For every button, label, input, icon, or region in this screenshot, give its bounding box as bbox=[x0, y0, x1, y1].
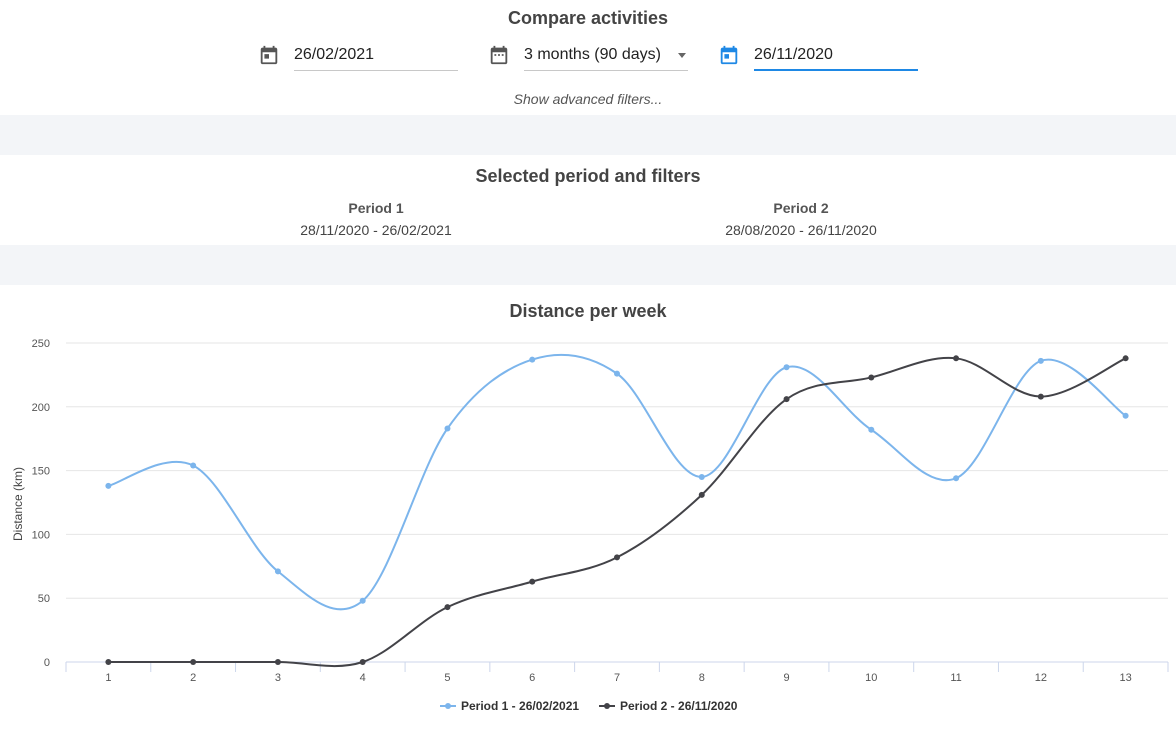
series-1-point bbox=[105, 482, 112, 489]
divider-band bbox=[0, 245, 1176, 285]
legend-item-1: Period 1 - 26/02/2021 bbox=[461, 699, 579, 713]
x-tick-label: 1 bbox=[105, 672, 111, 684]
divider-band bbox=[0, 115, 1176, 155]
series-1-point bbox=[953, 475, 960, 482]
x-tick-label: 6 bbox=[529, 672, 535, 684]
selected-section bbox=[0, 155, 1176, 245]
series-1-point bbox=[1037, 357, 1044, 364]
series-1-point bbox=[529, 356, 536, 363]
series-1-point bbox=[614, 370, 620, 377]
end-date-field[interactable]: 26/02/2021 bbox=[258, 40, 458, 72]
series-2-point bbox=[359, 659, 366, 665]
x-tick-label: 11 bbox=[950, 672, 961, 684]
period-2-dates: 28/08/2020 - 26/11/2020 bbox=[725, 222, 877, 238]
series-2-point bbox=[529, 578, 536, 585]
series-1-point bbox=[868, 426, 875, 433]
header: Compare activities 26/02/2021 3 months (… bbox=[0, 0, 1176, 115]
series-2-point bbox=[614, 554, 620, 561]
y-tick-label: 250 bbox=[32, 338, 50, 350]
series-2-point bbox=[190, 659, 197, 665]
series-1-point bbox=[274, 568, 281, 575]
x-tick-label: 3 bbox=[275, 672, 281, 684]
series-1-point bbox=[359, 597, 366, 604]
period-1-label: Period 1 bbox=[348, 200, 404, 216]
y-axis-label: Distance (km) bbox=[11, 467, 25, 541]
series-1-point bbox=[783, 364, 790, 371]
legend-marker bbox=[445, 703, 451, 709]
x-tick-label: 4 bbox=[360, 672, 366, 684]
series-2-point bbox=[1122, 355, 1129, 362]
x-tick-label: 8 bbox=[699, 672, 705, 684]
x-tick-label: 9 bbox=[783, 672, 789, 684]
calendar-icon[interactable] bbox=[258, 44, 280, 66]
series-2-point bbox=[868, 374, 875, 381]
period-2: Period 2 28/08/2020 - 26/11/2020 bbox=[651, 200, 951, 238]
y-tick-label: 200 bbox=[32, 402, 50, 414]
page-title: Compare activities bbox=[507, 8, 669, 28]
series-1-point bbox=[190, 462, 197, 469]
distance-chart: Distance per week Distance (km) 05010015… bbox=[11, 301, 1169, 713]
y-tick-label: 150 bbox=[32, 466, 50, 478]
range-select-value[interactable]: 3 months (90 days) bbox=[524, 40, 688, 71]
end-date-input[interactable]: 26/02/2021 bbox=[294, 40, 458, 71]
period-1: Period 1 28/11/2020 - 26/02/2021 bbox=[226, 200, 526, 238]
x-tick-label: 7 bbox=[614, 672, 620, 684]
series-1-point bbox=[444, 425, 451, 432]
chart-title: Distance per week bbox=[509, 301, 667, 321]
series-1-line bbox=[108, 353, 1127, 611]
x-tick-label: 2 bbox=[190, 672, 196, 684]
y-tick-label: 100 bbox=[32, 529, 50, 541]
series-2-point bbox=[698, 491, 705, 498]
advanced-filters-link[interactable]: Show advanced filters... bbox=[513, 91, 663, 107]
legend-marker bbox=[604, 703, 610, 709]
compare-date-field[interactable]: 26/11/2020 bbox=[718, 40, 918, 72]
y-tick-label: 0 bbox=[44, 657, 50, 669]
calendar-icon[interactable] bbox=[718, 44, 740, 66]
series-2-point bbox=[783, 396, 790, 403]
range-select-label: 3 months (90 days) bbox=[524, 46, 661, 63]
y-tick-label: 50 bbox=[38, 593, 50, 605]
series-2-point bbox=[1037, 393, 1044, 400]
series-2-point bbox=[105, 659, 112, 665]
series-2-point bbox=[444, 604, 451, 611]
series-1-point bbox=[1122, 412, 1129, 419]
period-1-dates: 28/11/2020 - 26/02/2021 bbox=[300, 222, 452, 238]
series-2-point bbox=[274, 659, 281, 665]
x-tick-label: 13 bbox=[1119, 672, 1131, 684]
selected-title: Selected period and filters bbox=[475, 166, 701, 186]
compare-date-input[interactable]: 26/11/2020 bbox=[754, 40, 918, 71]
chevron-down-icon bbox=[678, 53, 686, 58]
range-select[interactable]: 3 months (90 days) bbox=[488, 40, 688, 72]
calendar-range-icon bbox=[490, 45, 508, 65]
series-2-point bbox=[953, 355, 960, 362]
x-tick-label: 12 bbox=[1035, 672, 1047, 684]
x-tick-label: 5 bbox=[444, 672, 450, 684]
period-2-label: Period 2 bbox=[773, 200, 829, 216]
x-tick-label: 10 bbox=[865, 672, 877, 684]
series-2-line bbox=[108, 356, 1127, 668]
legend-item-2: Period 2 - 26/11/2020 bbox=[620, 699, 738, 713]
series-1-point bbox=[698, 473, 705, 480]
